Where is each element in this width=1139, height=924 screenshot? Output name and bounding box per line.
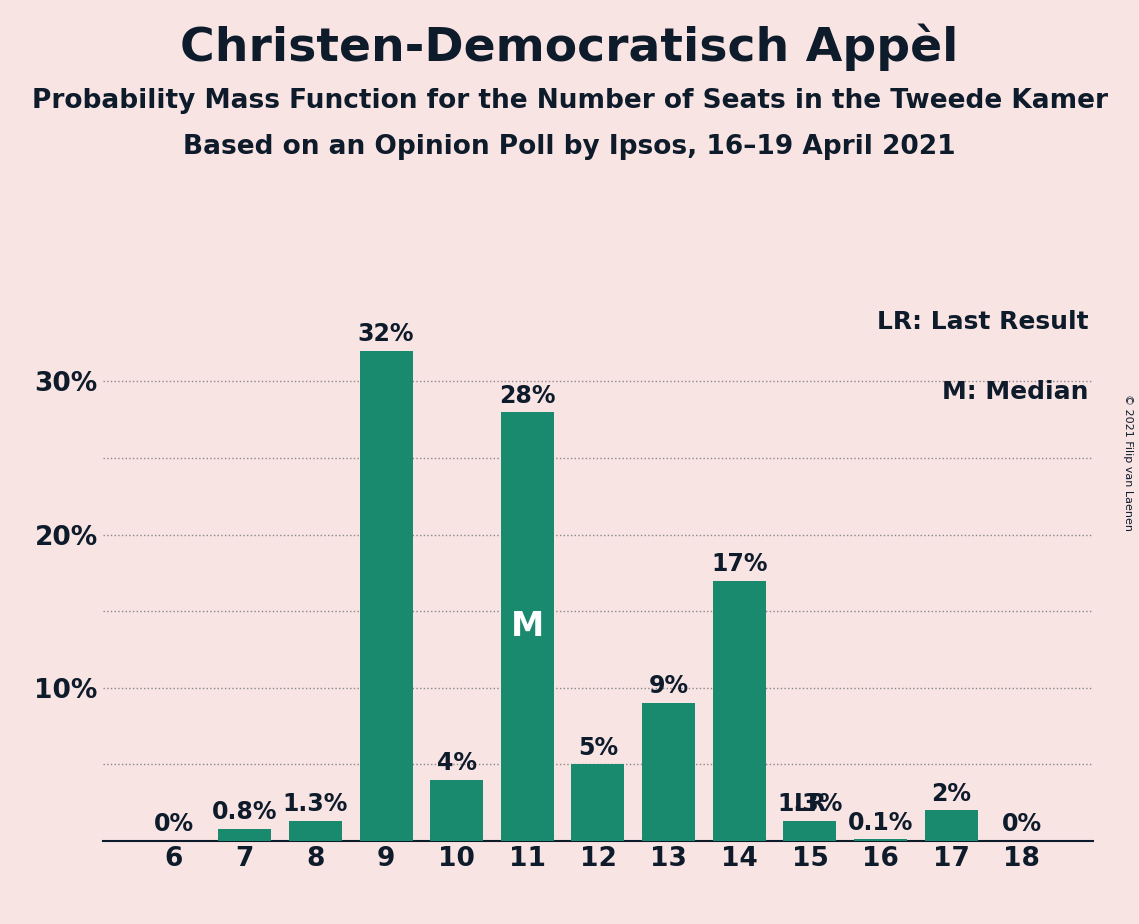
Text: 32%: 32% — [358, 322, 415, 346]
Text: © 2021 Filip van Laenen: © 2021 Filip van Laenen — [1123, 394, 1133, 530]
Bar — [219, 829, 271, 841]
Text: 1.3%: 1.3% — [282, 793, 349, 816]
Bar — [642, 703, 695, 841]
Bar — [289, 821, 342, 841]
Bar — [360, 351, 412, 841]
Text: Probability Mass Function for the Number of Seats in the Tweede Kamer: Probability Mass Function for the Number… — [32, 88, 1107, 114]
Text: 1.3%: 1.3% — [777, 793, 843, 816]
Text: Christen-Democratisch Appèl: Christen-Democratisch Appèl — [180, 23, 959, 70]
Bar — [784, 821, 836, 841]
Bar — [572, 764, 624, 841]
Text: M: M — [510, 610, 544, 643]
Text: 5%: 5% — [577, 736, 618, 760]
Bar — [501, 412, 554, 841]
Text: 17%: 17% — [711, 552, 768, 576]
Text: 2%: 2% — [932, 782, 972, 806]
Text: 0.1%: 0.1% — [847, 810, 913, 834]
Bar — [854, 839, 907, 841]
Text: Based on an Opinion Poll by Ipsos, 16–19 April 2021: Based on an Opinion Poll by Ipsos, 16–19… — [183, 134, 956, 160]
Text: LR: LR — [794, 793, 827, 816]
Text: 0%: 0% — [1002, 812, 1042, 836]
Bar — [925, 810, 977, 841]
Text: 0.8%: 0.8% — [212, 800, 278, 824]
Text: 28%: 28% — [499, 383, 556, 407]
Text: 9%: 9% — [648, 675, 689, 699]
Bar — [713, 580, 765, 841]
Text: M: Median: M: Median — [942, 380, 1089, 404]
Text: 0%: 0% — [154, 812, 194, 836]
Text: 4%: 4% — [436, 751, 476, 775]
Text: LR: Last Result: LR: Last Result — [877, 310, 1089, 334]
Bar — [431, 780, 483, 841]
